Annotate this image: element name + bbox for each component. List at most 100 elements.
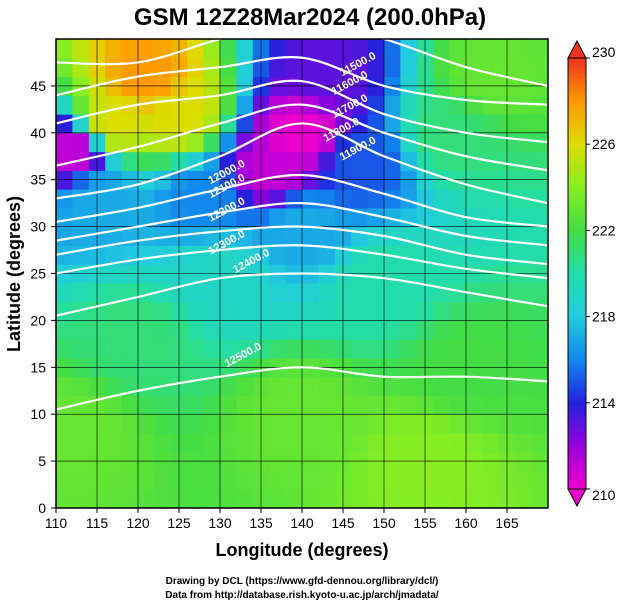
field-cell [433, 376, 451, 397]
contour-line [56, 56, 548, 106]
field-cell [351, 395, 369, 415]
field-cell [56, 432, 73, 453]
field-cell [466, 95, 483, 115]
field-cell [449, 414, 467, 434]
field-cell [187, 320, 205, 340]
field-cell [318, 151, 336, 171]
contour-line [56, 39, 548, 87]
field-cell [269, 376, 287, 397]
field-cell [285, 470, 303, 490]
field-cell [384, 95, 401, 115]
field-cell [449, 207, 467, 228]
field-cell [203, 114, 221, 134]
field-cell [433, 189, 451, 209]
field-cell [138, 320, 155, 340]
field-cell [384, 376, 401, 397]
field-cell [302, 132, 319, 153]
field-cell [302, 470, 319, 490]
field-cell [105, 451, 123, 472]
field-cell [318, 132, 336, 153]
field-cell [531, 357, 548, 378]
field-cell [154, 432, 172, 453]
field-cell [138, 339, 155, 359]
field-cell [400, 132, 418, 153]
field-cell [482, 320, 500, 340]
field-cell [138, 207, 155, 228]
contour-line [56, 173, 548, 228]
field-cell [449, 376, 467, 397]
field-cell [105, 57, 123, 78]
field-cell [367, 451, 385, 472]
field-cell [367, 320, 385, 340]
field-cell [269, 57, 287, 78]
field-cell [466, 432, 483, 453]
field-cell [138, 470, 155, 490]
field-cell [269, 207, 287, 228]
field-cell [56, 395, 73, 415]
field-cell [367, 414, 385, 434]
field-cell [384, 470, 401, 490]
y-tick-label: 15 [30, 359, 46, 375]
field-cell [236, 489, 254, 508]
field-cell [367, 282, 385, 303]
field-cell [531, 320, 548, 340]
field-cell [482, 95, 500, 115]
credit-drawing: Drawing by DCL (https://www.gfd-dennou.o… [166, 576, 439, 587]
contour-line [56, 122, 548, 205]
field-cell [138, 189, 155, 209]
field-cell [367, 151, 385, 171]
field-cell [433, 339, 451, 359]
field-cell [302, 451, 319, 472]
field-cell [56, 320, 73, 340]
field-cell [531, 395, 548, 415]
field-cell [236, 95, 254, 115]
field-cell [203, 451, 221, 472]
field-cell [269, 339, 287, 359]
field-cell [154, 489, 172, 508]
field-cell [466, 301, 483, 321]
field-cell [187, 339, 205, 359]
field-cell [400, 114, 418, 134]
field-cell [56, 57, 73, 78]
field-cell [56, 470, 73, 490]
field-cell [285, 395, 303, 415]
field-cell [269, 114, 287, 134]
field-cell [433, 414, 451, 434]
x-axis-title: Longitude (degrees) [215, 540, 388, 560]
field-cell [220, 395, 237, 415]
field-cell [154, 339, 172, 359]
field-cell [384, 395, 401, 415]
field-cell [515, 301, 533, 321]
field-cell [515, 95, 533, 115]
field-cell [88, 57, 106, 78]
field-cell [318, 282, 336, 303]
contour-line [56, 79, 548, 144]
field-cell [269, 357, 287, 378]
field-cell [400, 282, 418, 303]
field-cell [449, 226, 467, 246]
field-cell [121, 470, 139, 490]
field-cell [105, 470, 123, 490]
contour-line [56, 225, 548, 266]
field-cell [318, 301, 336, 321]
field-cell [121, 320, 139, 340]
field-cell [449, 114, 467, 134]
field-cell [187, 432, 205, 453]
field-cell [105, 489, 123, 508]
field-cell [351, 301, 369, 321]
field-cell [515, 57, 533, 78]
field-cell [351, 189, 369, 209]
field-cell [466, 207, 483, 228]
field-cell [220, 470, 237, 490]
field-cell [384, 226, 401, 246]
field-cell [351, 489, 369, 508]
field-cell [400, 489, 418, 508]
field-cell [531, 432, 548, 453]
field-cell [56, 189, 73, 209]
field-cell [105, 357, 123, 378]
field-cell [138, 395, 155, 415]
y-tick-label: 0 [38, 500, 46, 516]
field-cell [138, 282, 155, 303]
contour-line [56, 103, 548, 172]
